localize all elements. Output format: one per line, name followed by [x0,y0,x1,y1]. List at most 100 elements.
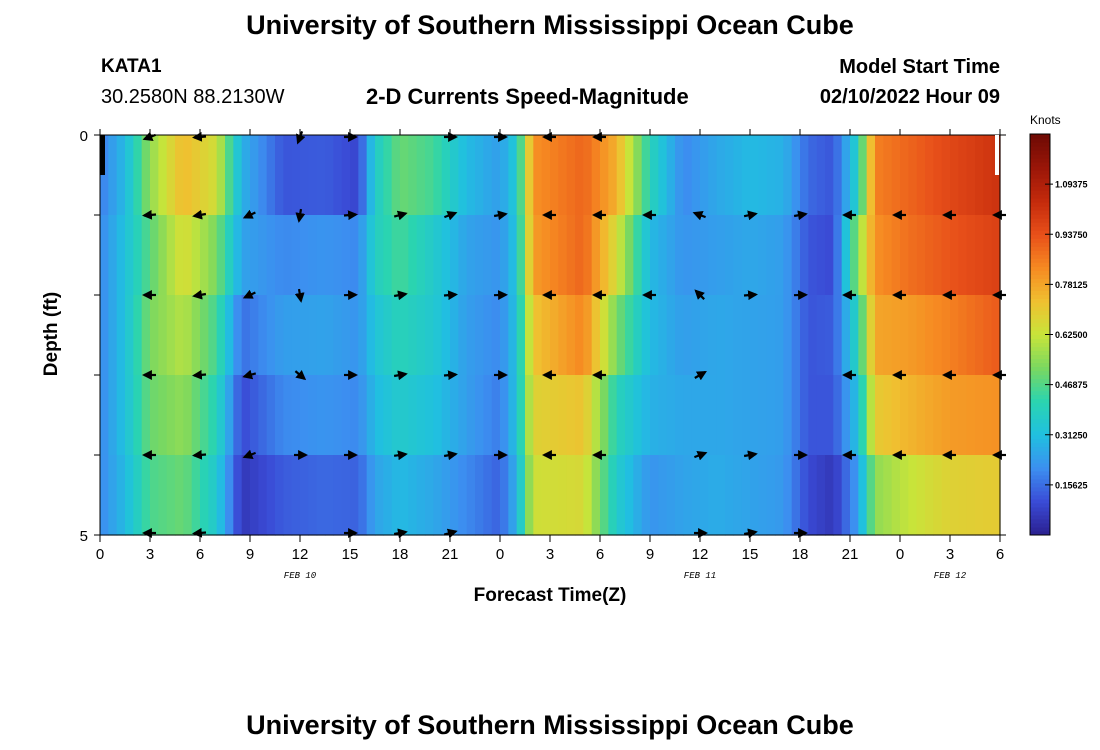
heatmap-cell [833,295,843,376]
heatmap-cell [583,375,593,456]
heatmap-cell [741,135,751,216]
heatmap-cell [158,375,168,456]
heatmap-cell [591,215,601,296]
current-arrow [192,209,207,220]
heatmap-cell [666,135,676,216]
colorbar-swatch [1030,510,1050,516]
heatmap-cell [825,455,834,536]
heatmap-cell [350,215,359,296]
heatmap-cell [883,455,893,536]
heatmap-cell [208,135,218,216]
heatmap-cell [133,295,143,376]
current-arrow [692,211,706,221]
x-tick-label: 12 [692,546,709,563]
heatmap-cell [875,375,884,456]
colorbar: 0.15625 0.31250 0.46875 0.62500 0.78125 0.937… [1029,133,1088,536]
data-end-marker [995,135,999,175]
heatmap-cell [208,295,218,376]
colorbar-swatch [1030,282,1050,287]
heatmap-cell [608,215,618,296]
heatmap-cell [266,295,276,376]
heatmap-cell [416,215,426,296]
chart-title: University of Southern Mississippi Ocean… [246,10,854,40]
colorbar-tick-label: 0.46875 [1055,380,1088,390]
heatmap-cell [841,295,851,376]
heatmap-cell [291,375,301,456]
heatmap-cell [633,135,643,216]
heatmap-cell [983,135,993,216]
heatmap-cell [333,135,343,216]
colorbar-swatch [1030,358,1050,364]
heatmap-cell [175,135,184,216]
colorbar-swatch [1030,370,1050,376]
heatmap-cell [525,215,534,296]
heatmap-cell [458,135,468,216]
heatmap-cell [941,135,951,216]
heatmap-cell [575,375,584,456]
heatmap-cell [375,215,384,296]
colorbar-swatch [1030,362,1050,368]
heatmap-cell [783,295,793,376]
heatmap-cell [316,455,326,536]
current-arrow [443,370,458,381]
heatmap-cell [775,375,784,456]
heatmap-cell [766,375,776,456]
heatmap-cell [616,295,626,376]
colorbar-swatch [1030,490,1050,496]
heatmap-cell [516,215,526,296]
heatmap-cell [441,215,451,296]
heatmap-cell [958,455,968,536]
heatmap-cell [375,375,384,456]
heatmap-cell [758,375,768,456]
heatmap-cell [633,455,643,536]
current-arrow [242,209,256,219]
heatmap-cell [500,135,509,216]
colorbar-title: Knots [1030,113,1061,127]
heatmap-cell [808,295,818,376]
colorbar-swatch [1030,422,1050,428]
colorbar-swatch [1030,298,1050,303]
heatmap-cell [383,135,393,216]
heatmap-cell [216,215,226,296]
heatmap-cell [241,375,251,456]
heatmap-cell [183,135,193,216]
heatmap-cell [425,135,434,216]
heatmap-cell [950,375,959,456]
heatmap-cell [600,375,609,456]
heatmap-cell [533,135,543,216]
heatmap-cell [208,455,218,536]
heatmap-cell [800,375,809,456]
heatmap-cell [708,455,718,536]
heatmap-cell [216,375,226,456]
current-arrow [793,210,808,221]
heatmap-cell [483,455,493,536]
heatmap-cell [325,135,334,216]
heatmap-cell [750,455,759,536]
heatmap-cell [150,135,159,216]
heatmap-cell [716,295,726,376]
heatmap-cell [541,135,551,216]
heatmap-cell [225,215,234,296]
heatmap-cell [658,135,668,216]
heatmap-cell [700,215,709,296]
heatmap-cell [650,215,659,296]
heatmap-cell [350,295,359,376]
heatmap-cell [583,455,593,536]
heatmap-cell [850,455,859,536]
current-arrow [694,371,707,381]
colorbar-swatch [1030,142,1050,147]
heatmap-cell [225,295,234,376]
heatmap-cell [450,375,459,456]
heatmap-cell [358,215,368,296]
heatmap-cell [833,215,843,296]
heatmap-cell [991,135,1001,216]
heatmap-cell [950,455,959,536]
heatmap-cell [308,375,318,456]
heatmap-cell [658,215,668,296]
heatmap-cell [308,295,318,376]
heatmap-cell [408,295,418,376]
heatmap-cell [616,135,626,216]
colorbar-swatch [1030,478,1050,484]
heatmap-cell [925,295,934,376]
heatmap-cell [283,375,293,456]
